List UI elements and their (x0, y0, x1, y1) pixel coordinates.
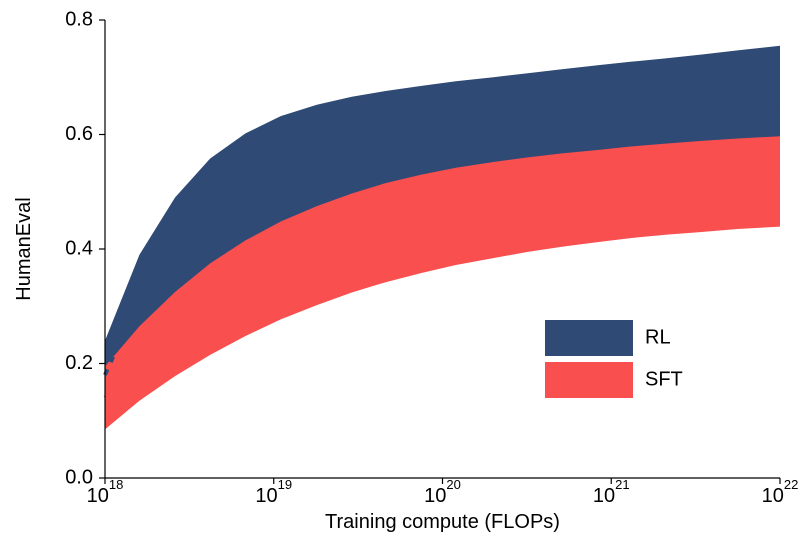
legend-label-sft: SFT (645, 368, 683, 390)
humaneval-chart: 0.00.20.40.60.810181019102010211022Train… (0, 0, 800, 558)
y-axis-label: HumanEval (13, 197, 35, 300)
y-tick-label: 0.8 (65, 8, 93, 30)
x-axis-label: Training compute (FLOPs) (325, 511, 560, 533)
y-tick-label: 0.2 (65, 352, 93, 374)
legend-swatch-sft (545, 362, 633, 398)
legend-label-rl: RL (645, 326, 671, 348)
legend-swatch-rl (545, 320, 633, 356)
chart-container: 0.00.20.40.60.810181019102010211022Train… (0, 0, 800, 558)
y-tick-label: 0.4 (65, 237, 93, 259)
y-tick-label: 0.6 (65, 123, 93, 145)
